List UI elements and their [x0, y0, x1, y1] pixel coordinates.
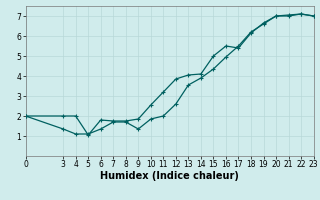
X-axis label: Humidex (Indice chaleur): Humidex (Indice chaleur) [100, 171, 239, 181]
